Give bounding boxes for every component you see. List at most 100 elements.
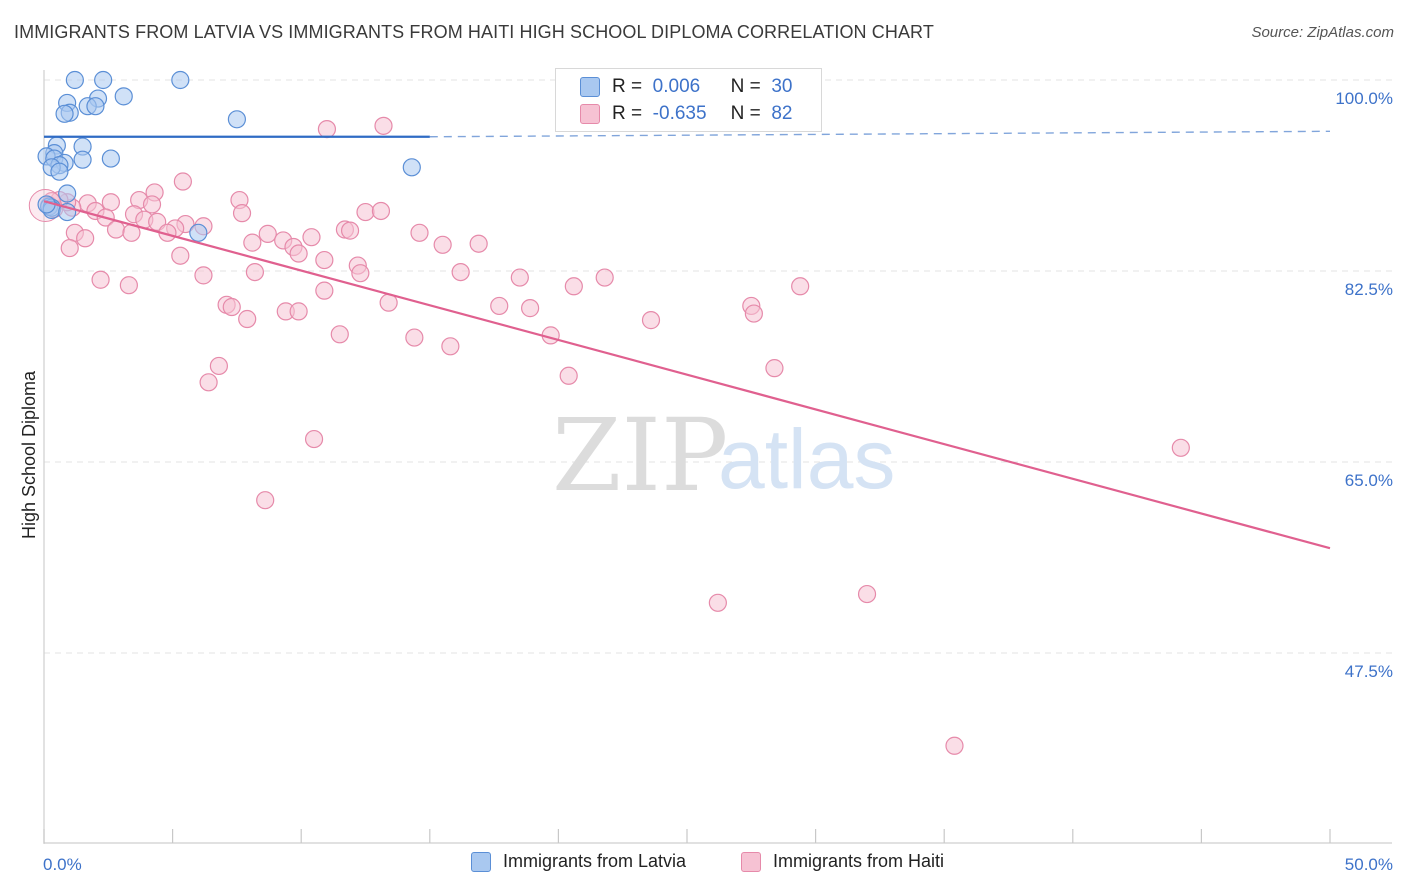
haiti-point (243, 233, 262, 252)
grid-lines (44, 79, 1392, 654)
r-label: R = (612, 76, 643, 97)
haiti-point (490, 296, 509, 316)
haiti-point (315, 250, 334, 270)
haiti-point (315, 281, 334, 300)
r-value: 0.006 (652, 76, 701, 97)
haiti-point (451, 262, 470, 282)
haiti-point (351, 264, 370, 283)
haiti-point (289, 244, 308, 263)
series-haiti (28, 116, 1190, 755)
haiti-point (559, 366, 578, 385)
haiti-point (238, 309, 257, 329)
haiti-point (510, 268, 529, 287)
haiti-point (302, 228, 321, 247)
latvia-point (50, 162, 69, 181)
haiti-point (374, 116, 393, 135)
stats-row-haiti: R = -0.635 N = 82 (580, 101, 792, 127)
haiti-point (330, 325, 349, 344)
n-label: N = (730, 103, 761, 124)
haiti-point (232, 204, 252, 223)
latvia-trend-extension (429, 130, 1331, 138)
haiti-point (76, 229, 95, 248)
watermark-atlas: atlas (718, 412, 895, 506)
n-label: N = (730, 76, 761, 97)
haiti-point (258, 224, 277, 243)
y-tick-label: 65.0% (1345, 471, 1393, 490)
haiti-point (708, 593, 727, 612)
trend-lines (43, 130, 1331, 550)
latvia-point (101, 149, 120, 168)
haiti-point (744, 304, 763, 323)
stats-row-latvia: R = 0.006 N = 30 (580, 74, 792, 100)
y-axis-label: High School Diploma (19, 370, 39, 539)
haiti-point (304, 429, 324, 449)
chart-title: IMMIGRANTS FROM LATVIA VS IMMIGRANTS FRO… (14, 22, 934, 42)
x-tick-label: 50.0% (1345, 855, 1393, 874)
haiti-point (765, 359, 784, 378)
r-value: -0.635 (652, 103, 707, 124)
haiti-point (441, 337, 460, 356)
haiti-point (595, 268, 614, 287)
latvia-point (58, 184, 77, 203)
n-value: 82 (771, 103, 793, 124)
haiti-point (641, 311, 661, 330)
y-tick-label: 100.0% (1335, 89, 1393, 108)
haiti-point (521, 299, 540, 318)
series-latvia (37, 70, 421, 242)
haiti-point (945, 736, 964, 755)
haiti-point (194, 266, 213, 285)
latvia-legend-swatch (471, 851, 491, 872)
y-tick-label: 82.5% (1345, 280, 1393, 299)
haiti-point (101, 193, 120, 212)
haiti-point (433, 235, 452, 254)
latvia-point (114, 87, 133, 106)
axis-ticks: 100.0% 82.5% 65.0% 47.5% 0.0% 50.0% (43, 89, 1393, 874)
haiti-point (119, 276, 138, 295)
latvia-point (94, 70, 113, 90)
haiti-point (564, 277, 583, 296)
haiti-point (791, 277, 810, 296)
watermark-zip: ZIP (552, 397, 728, 514)
legend-item-haiti[interactable]: Immigrants from Haiti (741, 851, 944, 872)
latvia-point (189, 223, 208, 242)
latvia-point (55, 104, 74, 123)
haiti-point (106, 220, 126, 239)
series-legend: Immigrants from Latvia Immigrants from H… (0, 851, 1406, 879)
latvia-point (402, 158, 421, 177)
y-tick-label: 47.5% (1345, 662, 1393, 681)
haiti-point (222, 297, 241, 317)
haiti-point (245, 262, 265, 282)
watermark: ZIP atlas (552, 397, 895, 514)
source-label: Source: ZipAtlas.com (1251, 24, 1394, 41)
x-tick-label: 0.0% (43, 855, 82, 874)
haiti-point (60, 238, 79, 258)
haiti-point (317, 120, 337, 139)
haiti-swatch (580, 104, 600, 124)
haiti-point (410, 223, 429, 242)
latvia-swatch (580, 77, 600, 97)
haiti-point (340, 221, 360, 240)
haiti-point (289, 302, 308, 321)
legend-label-haiti: Immigrants from Haiti (773, 851, 945, 871)
haiti-point (142, 195, 162, 214)
haiti-point (256, 491, 275, 510)
haiti-legend-swatch (741, 851, 761, 872)
haiti-point (171, 246, 190, 265)
r-label: R = (612, 103, 643, 124)
haiti-point (405, 328, 424, 347)
haiti-point (857, 584, 877, 604)
haiti-point (371, 201, 391, 221)
latvia-point (227, 110, 246, 129)
legend-item-latvia[interactable]: Immigrants from Latvia (471, 851, 686, 872)
latvia-point (65, 70, 84, 90)
haiti-point (173, 172, 192, 191)
haiti-point (356, 202, 375, 222)
latvia-point (73, 150, 92, 169)
latvia-point (86, 97, 105, 116)
haiti-trend-line (43, 200, 1331, 550)
haiti-point (91, 270, 110, 289)
haiti-point (199, 373, 218, 392)
n-value: 30 (771, 76, 793, 97)
stats-legend: R = 0.006 N = 30 R = -0.635 N = 82 (555, 68, 822, 132)
